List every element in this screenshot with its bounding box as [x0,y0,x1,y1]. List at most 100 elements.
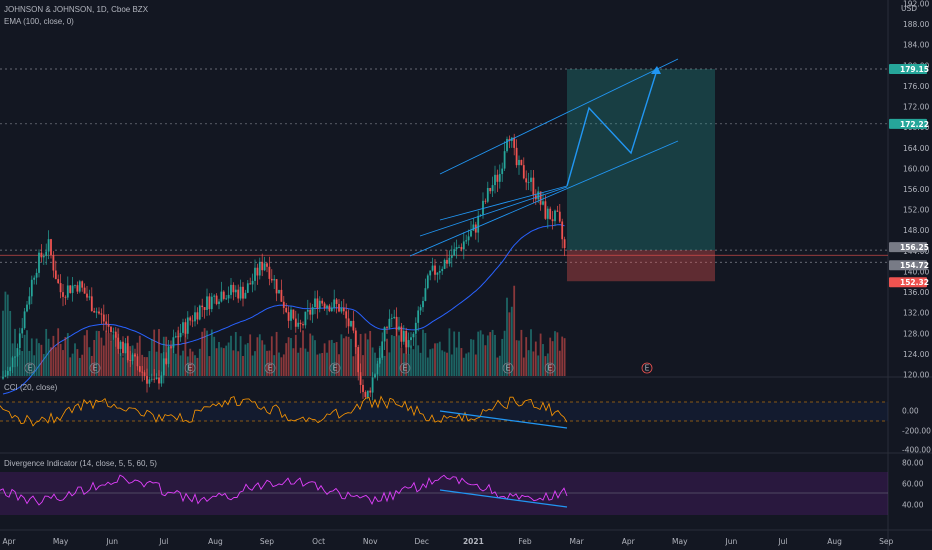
volume-bar [501,338,504,376]
candle-body [352,320,355,331]
candle-body [522,165,525,179]
volume-bar [314,340,316,376]
time-tick-label: May [672,537,688,546]
candle-body [400,326,403,342]
candle-body [393,316,396,319]
earnings-marker-icon [641,362,653,374]
time-tick-label: Mar [570,537,585,546]
price-tick-label: 184.00 [903,41,929,50]
candle-body [520,159,523,166]
volume-bar [146,357,148,376]
volume-bar [2,310,4,376]
price-tick-label: 148.00 [903,226,929,235]
volume-bar [69,357,72,376]
candle-body [50,239,52,256]
volume-bar [110,341,112,376]
volume-bar [376,357,379,376]
candle-body [498,174,501,182]
time-tick-label: Jun [105,537,118,546]
candle-body [218,301,220,305]
candle-body [455,247,458,250]
osc-tick-label: 60.00 [902,480,924,489]
volume-bar [270,336,273,376]
volume-bar [100,337,103,376]
time-tick-label: Jul [777,537,787,546]
volume-bar [335,342,338,376]
candle-body [450,255,453,258]
volume-bar [143,357,146,376]
volume-bar [525,337,528,376]
time-tick-label: Apr [3,537,17,546]
volume-bar [503,330,506,376]
volume-bar [551,341,554,376]
price-tag [889,118,927,129]
candle-body [388,318,391,328]
volume-bar [254,351,256,376]
volume-bar [220,347,223,376]
candle-body [386,327,388,328]
volume-bar [532,351,535,376]
candle-body [280,289,283,302]
volume-bar [482,334,484,376]
volume-bar [134,353,136,376]
candle-body [484,200,487,202]
volume-bar [556,332,559,376]
volume-bar [299,347,302,376]
volume-bar [182,350,184,376]
time-tick-label: Feb [518,537,532,546]
candle-body [215,295,218,305]
time-tick-label: Dec [415,537,430,546]
time-tick-label: Jul [158,537,168,546]
candle-body [412,333,415,338]
volume-bar [74,343,76,376]
candle-body [395,316,398,330]
candle-body [244,292,247,299]
volume-bar [537,355,540,376]
candle-body [530,177,532,182]
candle-body [477,215,480,233]
earnings-marker-label: E [506,364,511,373]
volume-bar [232,350,235,376]
channel-lower-line [409,140,679,257]
candle-body [64,296,67,298]
earnings-marker-label: E [645,364,650,373]
candle-body [234,289,237,293]
volume-bar [246,343,249,376]
price-tick-label: 160.00 [903,164,929,173]
candle-body [362,384,364,392]
volume-bar [165,336,168,376]
candle-body [467,236,470,241]
candle-body [203,307,206,310]
candle-body [81,281,84,288]
candle-body [232,284,235,293]
volume-bar [434,343,436,376]
volume-bar [54,347,57,376]
earnings-marker-label: E [268,364,273,373]
volume-bar [506,297,508,376]
candle-body [503,151,506,169]
volume-bar [486,335,489,376]
earnings-marker-icon [544,362,556,374]
candle-body [146,376,148,384]
volume-bar [465,353,468,376]
candle-body [198,305,201,320]
volume-bar [453,331,456,376]
candle-body [486,188,489,202]
volume-bar [287,337,290,376]
volume-bar [38,343,40,376]
volume-bar [239,336,242,376]
volume-bar [318,353,321,376]
candle-body [366,390,369,398]
projection-arrow-icon [651,66,661,74]
volume-bar [326,352,328,376]
volume-bar [446,352,448,376]
candle-body [21,328,24,334]
candle-body [350,320,352,327]
volume-bar [208,356,211,376]
candle-body [496,174,499,182]
volume-bar [395,328,398,376]
volume-bar [400,347,403,376]
candle-body [462,241,465,250]
price-tick-label: 132.00 [903,309,929,318]
